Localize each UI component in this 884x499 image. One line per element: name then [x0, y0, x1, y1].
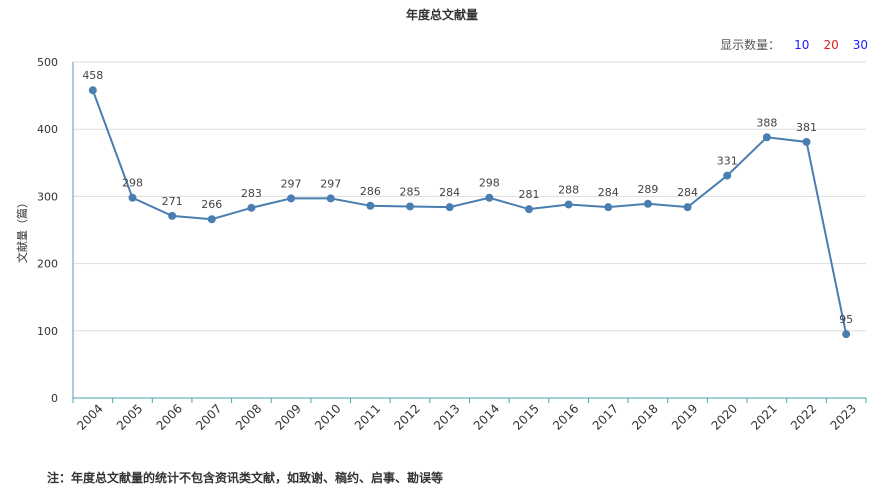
x-tick-label: 2018 [629, 401, 660, 432]
data-label: 285 [400, 185, 421, 198]
data-point [683, 203, 692, 212]
x-tick-label: 2009 [272, 401, 303, 432]
data-label: 297 [281, 177, 302, 190]
data-point [604, 203, 613, 212]
count-selector: 显示数量： 10 20 30 [720, 36, 868, 53]
y-tick-label: 100 [37, 325, 58, 338]
data-point [485, 193, 494, 202]
y-axis-label: 文献量（篇） [15, 197, 29, 263]
x-tick-label: 2008 [233, 401, 264, 432]
data-label: 283 [241, 187, 262, 200]
data-label: 331 [717, 155, 738, 168]
y-tick-label: 200 [37, 258, 58, 271]
data-point [643, 199, 652, 208]
x-tick-label: 2011 [352, 401, 383, 432]
data-point [723, 171, 732, 180]
data-point [207, 215, 216, 224]
data-label: 458 [82, 69, 103, 82]
x-tick-label: 2005 [114, 401, 145, 432]
data-point [287, 194, 296, 203]
data-label: 266 [201, 198, 222, 211]
data-label: 271 [162, 195, 183, 208]
data-point [445, 203, 454, 212]
data-point [762, 133, 771, 142]
x-tick-label: 2004 [74, 401, 105, 432]
x-tick-label: 2016 [550, 401, 581, 432]
count-selector-label: 显示数量： [720, 38, 781, 52]
x-tick-label: 2019 [669, 401, 700, 432]
data-point [247, 203, 256, 212]
data-label: 281 [518, 188, 539, 201]
data-point [326, 194, 335, 203]
data-label: 289 [637, 183, 658, 196]
chart-title: 年度总文献量 [405, 8, 478, 22]
x-tick-label: 2017 [590, 401, 621, 432]
data-point [524, 205, 533, 214]
data-label: 284 [677, 186, 698, 199]
x-tick-label: 2012 [391, 401, 422, 432]
data-label: 297 [320, 177, 341, 190]
x-tick-label: 2023 [828, 401, 859, 432]
data-point [802, 137, 811, 146]
data-point [842, 330, 851, 339]
data-label: 284 [598, 186, 619, 199]
data-label: 298 [479, 177, 500, 190]
data-point [88, 86, 97, 95]
x-tick-label: 2020 [709, 401, 740, 432]
data-point [168, 211, 177, 220]
data-label: 286 [360, 185, 381, 198]
x-tick-label: 2007 [193, 401, 224, 432]
data-label: 95 [839, 313, 853, 326]
data-point [366, 201, 375, 210]
x-tick-label: 2013 [431, 401, 462, 432]
x-tick-label: 2022 [788, 401, 819, 432]
data-point [128, 193, 137, 202]
y-tick-label: 0 [51, 392, 58, 405]
count-option-30[interactable]: 30 [852, 37, 868, 52]
y-tick-label: 300 [37, 190, 58, 203]
data-point [406, 202, 415, 211]
y-tick-label: 400 [37, 123, 58, 136]
count-option-10[interactable]: 10 [794, 37, 810, 52]
data-point [564, 200, 573, 209]
x-tick-label: 2015 [510, 401, 541, 432]
x-tick-label: 2006 [154, 401, 185, 432]
data-label: 298 [122, 177, 143, 190]
y-tick-label: 500 [37, 56, 58, 69]
data-label: 288 [558, 183, 579, 196]
data-label: 284 [439, 186, 460, 199]
x-tick-label: 2014 [471, 401, 502, 432]
footnote: 注：年度总文献量的统计不包含资讯类文献，如致谢、稿约、启事、勘误等 [47, 471, 444, 485]
series-line [91, 89, 848, 335]
x-tick-label: 2010 [312, 401, 343, 432]
data-label: 388 [756, 116, 777, 129]
count-option-20[interactable]: 20 [823, 37, 839, 52]
data-label: 381 [796, 121, 817, 134]
x-tick-label: 2021 [748, 401, 779, 432]
